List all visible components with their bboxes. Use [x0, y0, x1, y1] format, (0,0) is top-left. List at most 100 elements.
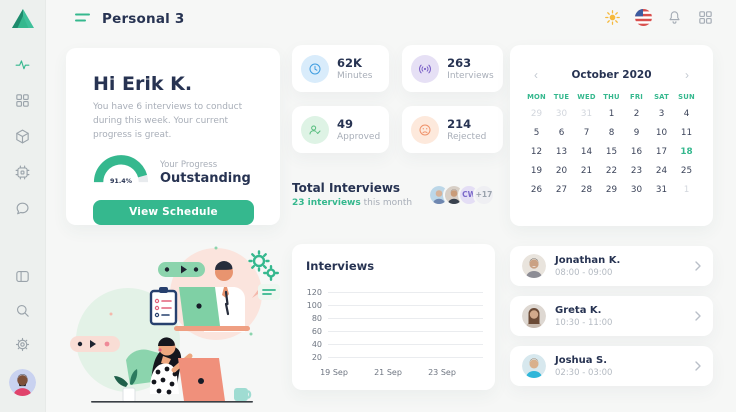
calendar-weekday: WED: [577, 93, 596, 101]
calendar-day[interactable]: 16: [624, 146, 649, 158]
chart-x-tick-label: 23 Sep: [428, 368, 456, 377]
view-schedule-button[interactable]: View Schedule: [93, 199, 254, 225]
calendar-day[interactable]: 1: [674, 184, 699, 196]
calendar-day[interactable]: 15: [599, 146, 624, 158]
calendar-day[interactable]: 5: [524, 127, 549, 139]
chart-gridline: 120: [306, 286, 483, 299]
notifications-button[interactable]: [665, 8, 683, 26]
sidebar-item-settings[interactable]: [8, 329, 38, 359]
appointment-avatar: [522, 304, 546, 328]
apps-grid-icon: [698, 10, 712, 24]
calendar-day[interactable]: 17: [649, 146, 674, 158]
sidebar-item-panels[interactable]: [8, 261, 38, 291]
calendar-day[interactable]: 6: [549, 127, 574, 139]
stat-card-interviews: 263 Interviews: [402, 45, 503, 92]
calendar-day[interactable]: 7: [574, 127, 599, 139]
appointment-time: 02:30 - 03:00: [555, 367, 613, 378]
calendar-day[interactable]: 30: [549, 108, 574, 120]
progress-value: 91.4%: [110, 178, 133, 185]
calendar-day[interactable]: 19: [524, 165, 549, 177]
calendar-day[interactable]: 27: [549, 184, 574, 196]
sidebar-item-system[interactable]: [8, 157, 38, 187]
activity-icon: [15, 59, 30, 69]
stat-value: 49: [337, 117, 354, 131]
header-left: Personal 3: [73, 9, 184, 28]
calendar-weekday: SUN: [678, 93, 695, 101]
calendar-day[interactable]: 30: [624, 184, 649, 196]
calendar-day[interactable]: 20: [549, 165, 574, 177]
calendar-day[interactable]: 4: [674, 108, 699, 120]
progress-status: Outstanding: [160, 170, 251, 186]
user-check-icon: [301, 115, 329, 144]
appointment-name: Jonathan K.: [555, 254, 621, 266]
calendar-day[interactable]: 26: [524, 184, 549, 196]
appointment-time: 08:00 - 09:00: [555, 267, 613, 278]
calendar-day[interactable]: 31: [649, 184, 674, 196]
calendar-day[interactable]: 12: [524, 146, 549, 158]
stat-card-minutes: 62K Minutes: [292, 45, 390, 92]
calendar-day[interactable]: 3: [649, 108, 674, 120]
calendar-day[interactable]: 8: [599, 127, 624, 139]
theme-toggle-button[interactable]: [603, 8, 621, 26]
panel-icon: [16, 270, 29, 282]
calendar-weekday: THU: [603, 93, 620, 101]
calendar-day[interactable]: 23: [624, 165, 649, 177]
header-actions: [603, 8, 714, 26]
appointment-avatar: [522, 254, 546, 278]
calendar-day[interactable]: 29: [524, 108, 549, 120]
calendar-day[interactable]: 9: [624, 127, 649, 139]
calendar-day[interactable]: 31: [574, 108, 599, 120]
appointment-row-jonathan[interactable]: Jonathan K. 08:00 - 09:00: [510, 246, 713, 286]
user-avatar[interactable]: [9, 369, 36, 396]
calendar-day[interactable]: 25: [674, 165, 699, 177]
total-interviews-section: Total Interviews 23 interviews this mont…: [292, 181, 495, 208]
menu-toggle-button[interactable]: [73, 9, 92, 28]
interviews-chart-card: Interviews 120 100 80 60 40 20 19 Sep 21 Sep 23…: [292, 244, 495, 390]
total-interviews-subtitle: 23 interviews this month: [292, 198, 413, 208]
calendar-prev-button[interactable]: ‹: [530, 69, 542, 81]
avatar-more-badge[interactable]: +17: [473, 183, 495, 206]
appointment-name: Greta K.: [555, 304, 602, 316]
appointment-avatar: [522, 354, 546, 378]
sidebar: [0, 0, 46, 412]
sidebar-item-dashboard[interactable]: [8, 85, 38, 115]
chevron-right-icon: [695, 311, 701, 321]
app-logo-icon: [11, 9, 34, 28]
sidebar-item-activity[interactable]: [8, 49, 38, 79]
calendar-day[interactable]: 24: [649, 165, 674, 177]
calendar-day[interactable]: 14: [574, 146, 599, 158]
calendar-day[interactable]: 28: [574, 184, 599, 196]
chart-x-tick-label: 19 Sep: [320, 368, 348, 377]
calendar-day[interactable]: 18: [674, 146, 699, 158]
sidebar-item-projects[interactable]: [8, 121, 38, 151]
calendar-day[interactable]: 21: [574, 165, 599, 177]
chart-grid: 120 100 80 60 40 20: [306, 286, 483, 364]
sidebar-item-messages[interactable]: [8, 193, 38, 223]
apps-menu-button[interactable]: [696, 8, 714, 26]
calendar-next-button[interactable]: ›: [681, 69, 693, 81]
calendar-day[interactable]: 13: [549, 146, 574, 158]
sad-face-icon: [411, 115, 440, 144]
calendar-day[interactable]: 11: [674, 127, 699, 139]
clock-icon: [301, 54, 329, 83]
calendar-day[interactable]: 29: [599, 184, 624, 196]
stat-card-approved: 49 Approved: [292, 106, 390, 153]
calendar-day[interactable]: 22: [599, 165, 624, 177]
sidebar-item-search[interactable]: [8, 295, 38, 325]
calendar-weekday: TUE: [553, 93, 570, 101]
calendar-day[interactable]: 1: [599, 108, 624, 120]
language-selector[interactable]: [634, 8, 652, 26]
calendar-day[interactable]: 2: [624, 108, 649, 120]
calendar-day[interactable]: 10: [649, 127, 674, 139]
stat-label: Minutes: [337, 71, 373, 81]
appointment-time: 10:30 - 11:00: [555, 317, 613, 328]
page-title: Personal 3: [102, 10, 185, 27]
appointment-row-joshua[interactable]: Joshua S. 02:30 - 03:00: [510, 346, 713, 386]
chat-bubble-icon: [16, 202, 29, 214]
stat-label: Interviews: [447, 71, 494, 81]
avatar-stack: CW +17: [428, 183, 495, 206]
search-icon: [16, 304, 29, 317]
appointment-row-greta[interactable]: Greta K. 10:30 - 11:00: [510, 296, 713, 336]
stat-value: 214: [447, 117, 472, 131]
calendar-weekday: SAT: [654, 93, 669, 101]
